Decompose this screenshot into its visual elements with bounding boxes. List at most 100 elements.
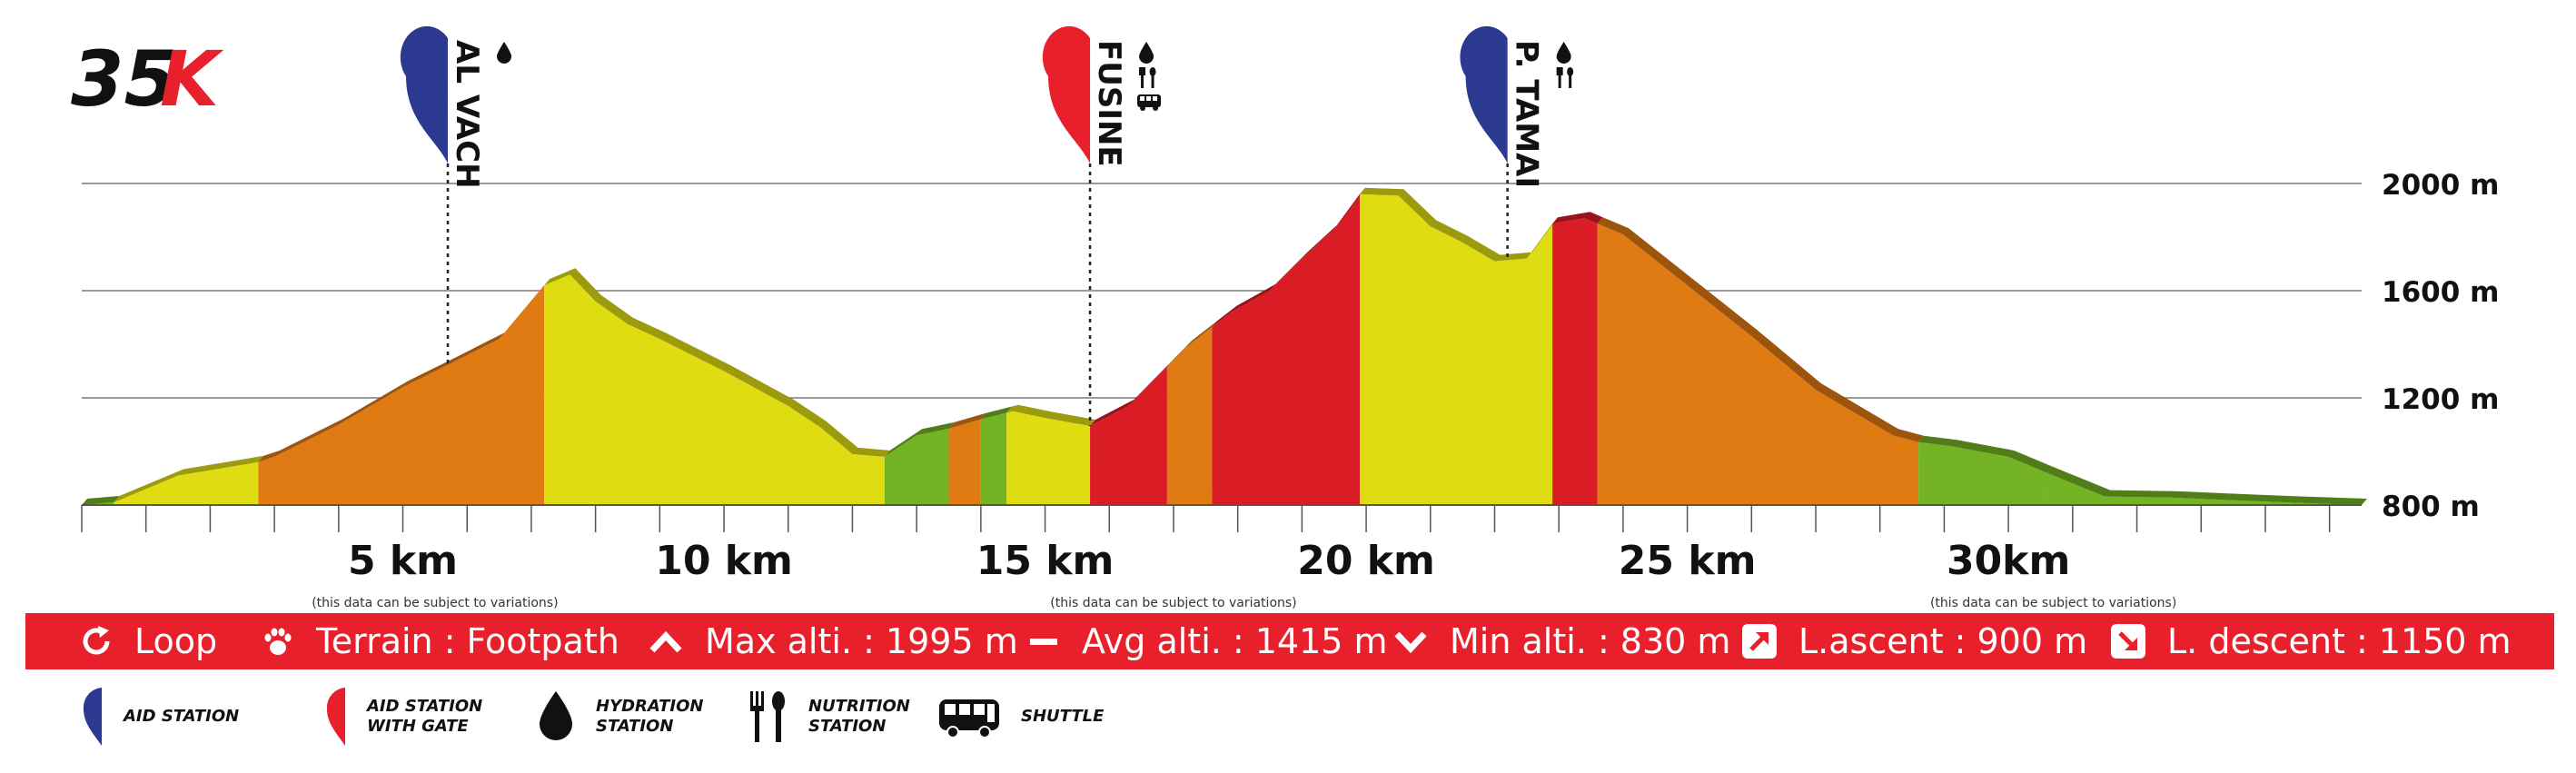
- stat-descent-label: L. descent :: [2167, 621, 2368, 661]
- x-axis: [81, 504, 2362, 532]
- profile-edge: [1006, 404, 1096, 426]
- x-tick-label: 30km: [1947, 538, 2070, 584]
- stat-max-alti: Max alti. : 1995 m: [649, 613, 1018, 669]
- variation-note: (this data can be subject to variations): [312, 596, 558, 609]
- profile-edge: [1166, 321, 1218, 367]
- y-tick-label: 1200 m: [2382, 383, 2499, 416]
- nutrition-icon: [1139, 67, 1156, 88]
- race-stats-bar: Loop Terrain : Footpath Max alti. : 1995…: [25, 613, 2554, 669]
- aid-station-name: P. TAMAI: [1509, 40, 1545, 188]
- aid-station-pin: [1042, 25, 1091, 164]
- profile-edge: [948, 412, 986, 429]
- legend-shuttle: SHUTTLE: [937, 683, 1157, 750]
- aid-station-gate-red-icon: [326, 688, 345, 746]
- hydration-icon: [1139, 42, 1154, 64]
- elevation-profile-chart: 35 K 800 m 1200 m 1600 m 2000 m 5 km 10 km 15…: [71, 25, 2499, 609]
- caret-down-icon: [1394, 631, 1427, 654]
- stat-ascent: L.ascent : 900 m: [1742, 613, 2087, 669]
- profile-edge: [1597, 217, 1925, 442]
- x-tick-label: 10 km: [655, 538, 793, 584]
- legend-aid-station-gate: AID STATION WITH GATE: [325, 683, 503, 750]
- stat-avg-alti: Avg alti. : 1415 m: [1027, 613, 1388, 669]
- arrow-down-right-icon: [2111, 624, 2145, 659]
- aid-station-blue-icon: [83, 688, 102, 746]
- profile-segment: [1360, 193, 1553, 506]
- aid-station-marker: P. TAMAI: [1460, 25, 1574, 261]
- stat-terrain: Terrain : Footpath: [262, 613, 619, 669]
- y-axis-labels: 800 m 1200 m 1600 m 2000 m: [2382, 169, 2499, 523]
- profile-segment: [1918, 441, 2047, 505]
- profile-segment: [114, 461, 259, 505]
- profile-segment: [1166, 327, 1213, 505]
- legend-shuttle-label: SHUTTLE: [1021, 707, 1105, 726]
- race-distance-logo: 35 K: [71, 35, 224, 124]
- profile-edge: [114, 455, 264, 502]
- y-tick-label: 2000 m: [2382, 169, 2499, 202]
- x-tick-label: 20 km: [1297, 538, 1435, 584]
- nutrition-icon: [750, 691, 785, 742]
- profile-edge: [884, 421, 955, 457]
- x-axis-labels: 5 km 10 km 15 km 20 km 25 km 30km: [348, 538, 2070, 584]
- arrow-up-right-icon: [1742, 624, 1777, 659]
- stat-avg-alti-label: Avg alti. :: [1082, 621, 1244, 661]
- legend-nutrition-label: NUTRITION STATION: [808, 697, 910, 736]
- profile-segment: [544, 274, 885, 505]
- profile-segment: [1006, 411, 1091, 505]
- stat-min-alti-value: 830 m: [1620, 621, 1731, 661]
- x-tick-label: 5 km: [348, 538, 458, 584]
- hydration-icon: [1556, 42, 1571, 64]
- legend-hydration: HYDRATION STATION: [536, 683, 732, 750]
- logo-distance-number: 35: [71, 35, 177, 124]
- aid-station-name: AL VACH: [449, 40, 485, 189]
- paw-icon: [264, 628, 292, 655]
- legend-aid-station-gate-label: AID STATION WITH GATE: [367, 697, 483, 736]
- elevation-area: [82, 187, 2367, 506]
- stat-max-alti-value: 1995 m: [885, 621, 1018, 661]
- stat-avg-alti-value: 1415 m: [1254, 621, 1388, 661]
- hydration-icon: [540, 691, 572, 740]
- profile-segment: [884, 428, 949, 505]
- stat-descent: L. descent : 1150 m: [2111, 613, 2512, 669]
- variation-note: (this data can be subject to variations): [1930, 596, 2176, 609]
- legend-nutrition: NUTRITION STATION: [747, 683, 945, 750]
- profile-edge: [1212, 187, 1365, 327]
- profile-segment: [1212, 193, 1361, 506]
- nutrition-icon: [1556, 67, 1574, 88]
- profile-segment: [1597, 223, 1919, 506]
- profile-edge: [1918, 435, 2053, 473]
- profile-edge: [82, 496, 120, 505]
- legend-aid-station: AID STATION: [82, 683, 260, 750]
- stat-min-alti: Min alti. : 830 m: [1393, 613, 1730, 669]
- stat-loop: Loop: [80, 613, 228, 669]
- shuttle-icon: [1137, 94, 1162, 111]
- profile-segment: [258, 285, 545, 505]
- legend-hydration-label: HYDRATION STATION: [596, 697, 704, 736]
- profile-segment: [980, 412, 1007, 505]
- profile-edge: [1090, 360, 1173, 426]
- profile-edge: [1552, 212, 1603, 224]
- aid-station-pin: [1460, 25, 1508, 164]
- stat-min-alti-label: Min alti. :: [1450, 621, 1610, 661]
- stat-ascent-label: L.ascent :: [1798, 621, 1967, 661]
- stat-loop-label: Loop: [134, 621, 218, 661]
- profile-edge: [2046, 466, 2367, 505]
- stat-descent-value: 1150 m: [2378, 621, 2512, 661]
- stat-max-alti-label: Max alti. :: [705, 621, 875, 661]
- profile-segment: [1552, 218, 1598, 506]
- y-tick-label: 800 m: [2382, 491, 2480, 523]
- legend-aid-station-label: AID STATION: [124, 707, 240, 726]
- profile-segment: [948, 419, 981, 505]
- stat-terrain-value: Footpath: [466, 621, 619, 661]
- aid-station-marker: AL VACH: [400, 25, 512, 365]
- y-tick-label: 1600 m: [2382, 276, 2499, 309]
- stat-terrain-label: Terrain :: [316, 621, 456, 661]
- aid-station-marker: FUSINE: [1042, 25, 1162, 426]
- loop-icon: [83, 626, 110, 655]
- dash-icon: [1030, 639, 1057, 645]
- caret-up-icon: [649, 630, 682, 653]
- profile-edge: [980, 406, 1013, 420]
- aid-station-name: FUSINE: [1091, 40, 1127, 167]
- profile-segment: [2046, 472, 2362, 505]
- profile-segment: [1090, 366, 1167, 505]
- shuttle-icon: [939, 699, 999, 738]
